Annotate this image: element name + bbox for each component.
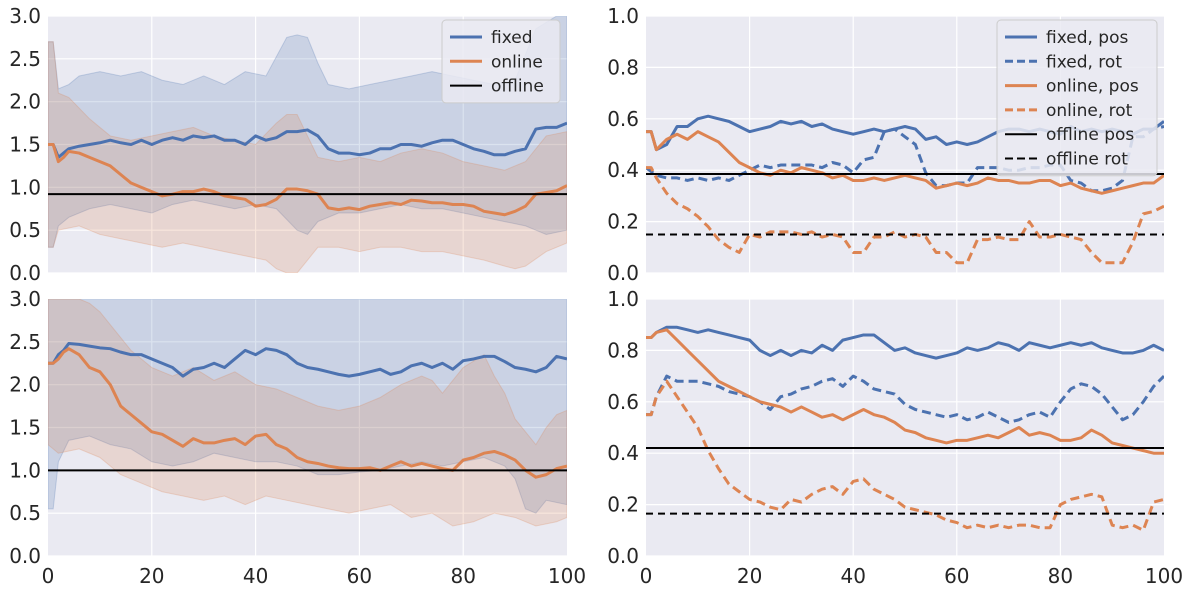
x-tick-label: 20 [737, 564, 762, 588]
panel-bottom-left: 0.0 0.5 1.0 1.5 2.0 2.5 3.0 0 20 40 60 80 100 [9, 287, 586, 588]
x-tick-label: 0 [42, 564, 55, 588]
x-tick-label: 0 [640, 564, 653, 588]
legend-label: online [491, 52, 543, 72]
y-tick-label: 0.6 [607, 107, 639, 131]
y-tick-label: 2.5 [9, 47, 41, 71]
y-tick-label: 3.0 [9, 4, 41, 28]
y-tick-label: 2.0 [9, 90, 41, 114]
legend-label: fixed, rot [1046, 52, 1122, 72]
legend-label: offline [491, 77, 544, 97]
y-tick-label: 0.5 [9, 218, 41, 242]
x-tick-label: 100 [1145, 564, 1183, 588]
series-online-pos [646, 328, 1164, 455]
legend-label: online, rot [1046, 101, 1133, 121]
x-tick-label: 60 [944, 564, 969, 588]
y-tick-label: 0.4 [607, 441, 639, 465]
y-tick-label: 0.0 [9, 544, 41, 568]
y-tick-label: 0.8 [607, 338, 639, 362]
legend-label: offline pos [1046, 125, 1134, 145]
plot-background [646, 299, 1164, 556]
x-tick-label: 60 [347, 564, 372, 588]
y-tick-label: 3.0 [9, 287, 41, 311]
legend-label: fixed [491, 28, 533, 48]
y-tick-label: 0.6 [607, 390, 639, 414]
plot-area [646, 325, 1164, 532]
series-fixed-rot [646, 125, 1164, 193]
y-tick-label: 0.5 [9, 501, 41, 525]
y-tick-label: 0.2 [607, 210, 639, 234]
y-tick-label: 0.2 [607, 493, 639, 517]
y-tick-label: 2.0 [9, 373, 41, 397]
x-tick-label: 80 [450, 564, 475, 588]
series-fixed-rot [646, 374, 1164, 424]
x-tick-label: 40 [243, 564, 268, 588]
y-tick-label: 1.5 [9, 133, 41, 157]
panel-top-left: 0.0 0.5 1.0 1.5 2.0 2.5 3.0 fixed online offline [9, 4, 567, 285]
plot-area [48, 16, 567, 273]
x-tick-label: 20 [139, 564, 164, 588]
series-fixed-pos [646, 325, 1164, 360]
y-tick-label: 0.0 [607, 544, 639, 568]
series-online-rot [646, 379, 1164, 532]
y-tick-label: 0.8 [607, 55, 639, 79]
y-tick-label: 2.5 [9, 330, 41, 354]
y-tick-label: 0.0 [607, 261, 639, 285]
panel-top-right: 0.0 0.2 0.4 0.6 0.8 1.0 fixed, pos fixed, rot on… [607, 4, 1164, 285]
panel-bottom-right: 0.0 0.2 0.4 0.6 0.8 1.0 0 20 40 60 80 100 [607, 287, 1183, 588]
y-tick-label: 1.5 [9, 416, 41, 440]
series-fixed [48, 342, 567, 378]
series-online [48, 347, 567, 479]
legend-label: fixed, pos [1046, 28, 1128, 48]
x-tick-label: 40 [840, 564, 865, 588]
y-tick-label: 1.0 [9, 458, 41, 482]
x-tick-label: 100 [548, 564, 586, 588]
legend-label: offline rot [1046, 150, 1128, 170]
y-tick-label: 1.0 [607, 4, 639, 28]
series-online-pos [646, 130, 1164, 195]
x-tick-label: 80 [1048, 564, 1073, 588]
y-tick-label: 0.0 [9, 261, 41, 285]
series-online [48, 143, 567, 217]
plot-area [48, 299, 567, 527]
series-fixed [48, 121, 567, 159]
band-fixed [48, 299, 567, 514]
y-tick-label: 1.0 [9, 175, 41, 199]
legend-box [996, 19, 1158, 177]
y-tick-label: 1.0 [607, 287, 639, 311]
y-tick-label: 0.4 [607, 158, 639, 182]
legend-label: online, pos [1046, 77, 1139, 97]
legend-box [441, 19, 561, 104]
